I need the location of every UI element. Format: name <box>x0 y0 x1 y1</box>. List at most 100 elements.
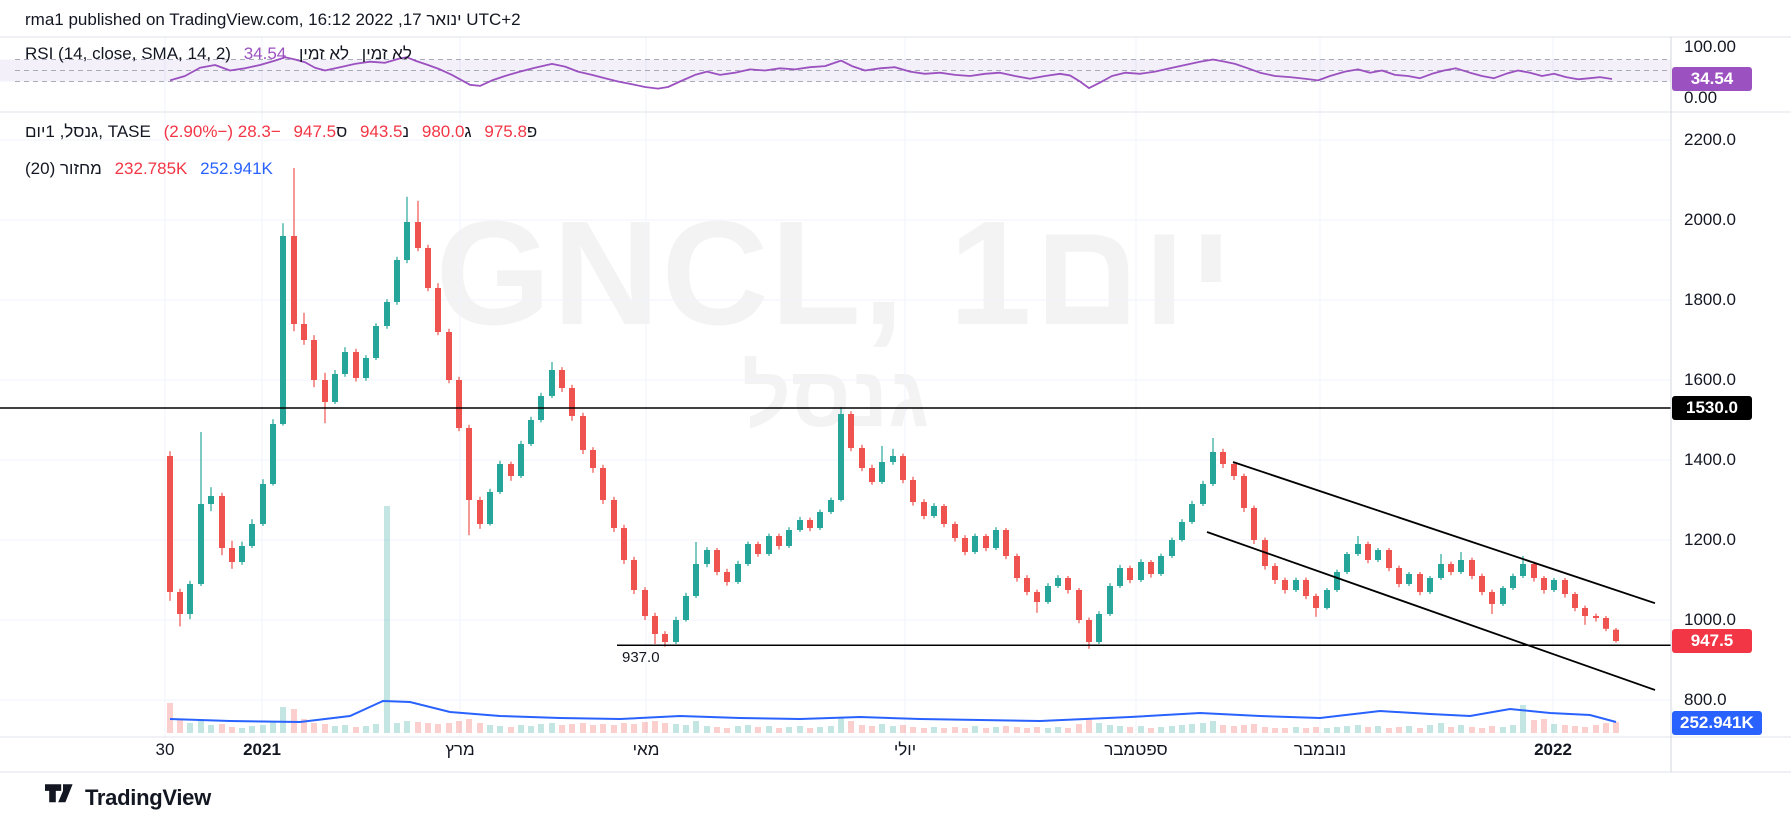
candle-body <box>1510 576 1516 588</box>
candle-body <box>446 332 452 380</box>
volume-bar <box>1117 726 1123 733</box>
volume-bar <box>260 725 266 733</box>
price-axis-label: 1400.0 <box>1684 450 1736 469</box>
volume-bar <box>1024 728 1030 733</box>
candle-body <box>683 596 689 620</box>
volume-bar <box>384 506 390 733</box>
candle-body <box>1613 629 1619 641</box>
candle-body <box>1489 592 1495 604</box>
volume-bar <box>229 727 235 733</box>
volume-bar <box>1272 728 1278 733</box>
candle-body <box>931 506 937 516</box>
volume-bar <box>724 728 730 733</box>
volume-bar <box>662 723 668 733</box>
volume-bar <box>1365 727 1371 733</box>
volume-bar <box>1148 728 1154 733</box>
candle-body <box>921 502 927 516</box>
candle-body <box>280 236 286 424</box>
volume-bar <box>952 727 958 733</box>
candle-body <box>1076 590 1082 620</box>
candle-body <box>1272 566 1278 580</box>
volume-bar <box>1562 725 1568 733</box>
volume-bar <box>807 728 813 733</box>
candle-body <box>952 524 958 538</box>
trendline-drawing[interactable] <box>1232 461 1656 605</box>
volume-bar <box>590 725 596 733</box>
volume-bar <box>1541 719 1547 733</box>
time-axis-label: 2022 <box>1534 740 1572 759</box>
volume-ma-value: 252.941K <box>200 159 273 178</box>
volume-bar <box>1158 727 1164 733</box>
volume-bar <box>1096 723 1102 733</box>
trendline-drawing[interactable] <box>1206 531 1656 691</box>
level-1530-badge: 1530.0 <box>1672 396 1752 420</box>
candle-body <box>508 464 514 476</box>
rsi-value: 34.54 <box>243 44 287 63</box>
ohlc-close-label: ס <box>336 122 348 141</box>
volume-bar <box>239 728 245 733</box>
candle-body <box>848 414 854 448</box>
candle-body <box>311 340 317 380</box>
candle-body <box>1138 562 1144 580</box>
candle-body <box>1593 616 1599 618</box>
ohlc-close-value: 947.5 <box>293 122 337 141</box>
volume-bar <box>1127 727 1133 733</box>
volume-bar <box>1313 727 1319 733</box>
volume-bar <box>1055 727 1061 733</box>
volume-bar <box>187 723 193 733</box>
volume-bar <box>353 727 359 733</box>
volume-bar <box>435 724 441 733</box>
candle-body <box>590 450 596 468</box>
candle-body <box>1551 580 1557 590</box>
candle-body <box>466 428 472 500</box>
candle-body <box>363 358 369 378</box>
candle-body <box>1313 596 1319 608</box>
symbol-title[interactable]: גנסל, 1יום, TASE <box>25 122 151 141</box>
candle-body <box>962 538 968 552</box>
volume-indicator-title[interactable]: מחזור (20) <box>25 159 102 178</box>
rsi-indicator-title[interactable]: RSI (14, close, SMA, 14, 2) <box>25 44 231 63</box>
candle-body <box>1479 576 1485 592</box>
price-axis-label: 1000.0 <box>1684 610 1736 629</box>
candle-body <box>1282 580 1288 590</box>
candle-body <box>249 524 255 546</box>
volume-bar <box>693 721 699 733</box>
volume-bar <box>1603 723 1609 733</box>
volume-bar <box>941 728 947 733</box>
candle-body <box>1458 560 1464 572</box>
volume-bar <box>1169 726 1175 733</box>
volume-bar <box>528 726 534 733</box>
candle-body <box>1251 508 1257 540</box>
candle-body <box>1375 550 1381 560</box>
candle-body <box>559 370 565 388</box>
volume-bar <box>538 724 544 733</box>
volume-bar <box>1469 727 1475 733</box>
candle-body <box>673 620 679 642</box>
candle-body <box>817 512 823 528</box>
candle-body <box>415 222 421 248</box>
time-axis-label: 30 <box>155 740 175 759</box>
candle-body <box>869 468 875 482</box>
candle-body <box>332 374 338 402</box>
volume-bar <box>249 726 255 733</box>
tradingview-logo[interactable]: TradingView <box>45 784 211 811</box>
candle-body <box>776 536 782 546</box>
candle-body <box>1448 564 1454 572</box>
candle-body <box>693 564 699 596</box>
volume-ma-line <box>169 699 1617 724</box>
volume-bar <box>859 725 865 733</box>
candle-body <box>714 550 720 572</box>
volume-bar <box>910 727 916 733</box>
candle-body <box>1344 554 1350 572</box>
candle-body <box>477 500 483 524</box>
volume-bar <box>549 723 555 733</box>
price-axis-label: 1600.0 <box>1684 370 1736 389</box>
volume-bar <box>394 723 400 733</box>
volume-bar <box>652 721 658 733</box>
candle-body <box>198 504 204 584</box>
volume-bar <box>642 722 648 733</box>
candle-body <box>342 352 348 374</box>
volume-bar <box>1375 726 1381 733</box>
candle-body <box>384 302 390 326</box>
